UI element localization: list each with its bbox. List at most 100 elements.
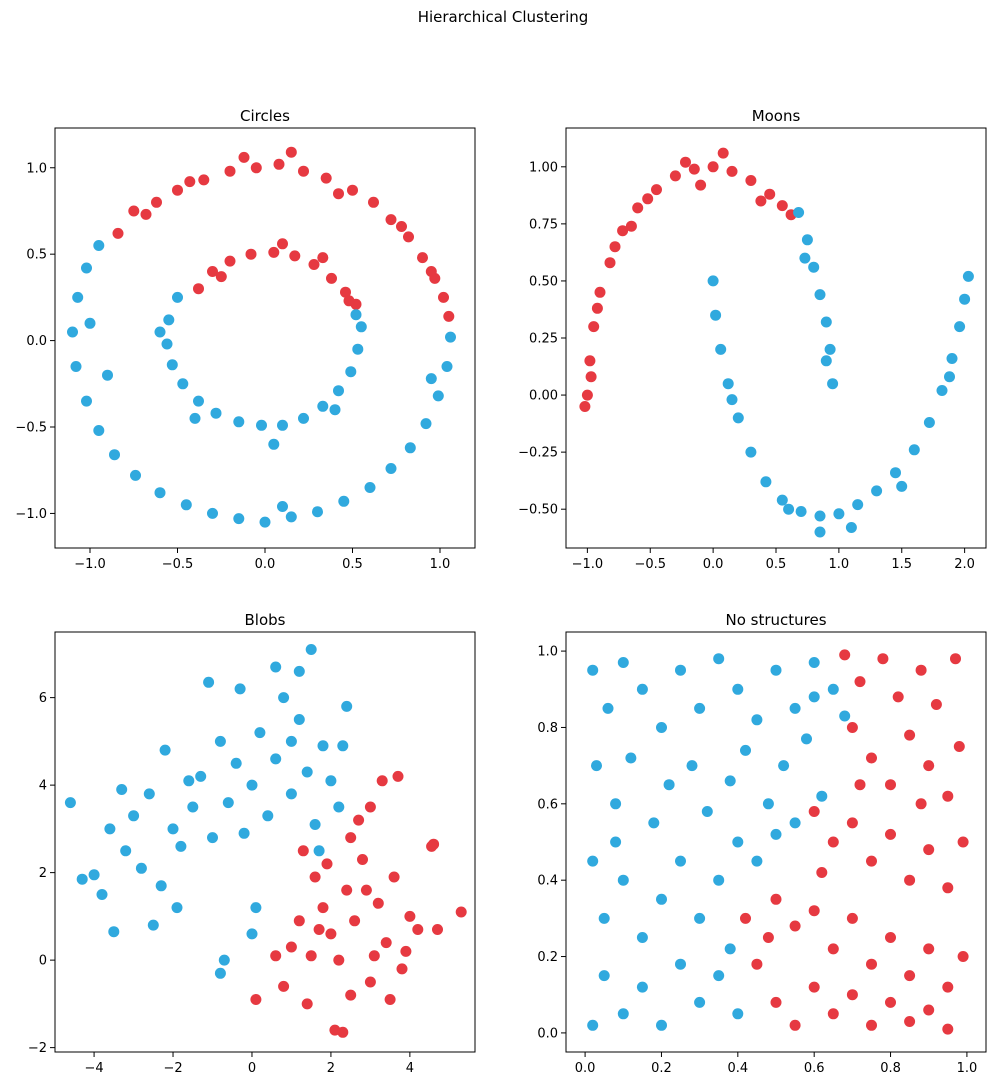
scatter-point-series-2 [771, 997, 782, 1008]
y-tick-label: 0.0 [537, 1026, 558, 1041]
scatter-point-series-2 [815, 289, 826, 300]
points-group [579, 148, 974, 538]
scatter-point-series-2 [885, 997, 896, 1008]
figure-title: Hierarchical Clustering [418, 8, 589, 26]
axes-frame [566, 632, 986, 1052]
scatter-point-series-2 [81, 263, 92, 274]
scatter-point-series-1 [816, 791, 827, 802]
x-tick-label: −1.0 [572, 557, 604, 572]
scatter-point-series-2 [81, 396, 92, 407]
scatter-point-series-2 [751, 959, 762, 970]
scatter-point-series-1 [632, 202, 643, 213]
scatter-point-series-2 [426, 373, 437, 384]
scatter-point-series-2 [341, 885, 352, 896]
scatter-point-series-2 [456, 907, 467, 918]
scatter-point-series-2 [361, 885, 372, 896]
scatter-point-series-1 [694, 703, 705, 714]
scatter-point-series-1 [274, 159, 285, 170]
scatter-point-series-2 [400, 946, 411, 957]
y-tick-label: −0.25 [518, 446, 558, 461]
subplot-title: Moons [752, 107, 801, 125]
scatter-point-series-2 [286, 511, 297, 522]
scatter-point-series-2 [294, 915, 305, 926]
points-group [67, 147, 456, 528]
scatter-point-series-1 [268, 247, 279, 258]
y-tick-label: 6 [39, 691, 47, 706]
scatter-point-series-2 [298, 845, 309, 856]
scatter-point-series-1 [195, 771, 206, 782]
scatter-point-series-2 [373, 898, 384, 909]
scatter-point-series-2 [924, 417, 935, 428]
scatter-point-series-2 [816, 867, 827, 878]
scatter-point-series-2 [723, 378, 734, 389]
y-tick-label: 0.50 [529, 274, 558, 289]
scatter-point-series-1 [599, 913, 610, 924]
scatter-point-series-2 [286, 942, 297, 953]
x-tick-label: 0.0 [575, 1061, 596, 1076]
scatter-point-series-1 [618, 657, 629, 668]
scatter-point-series-1 [689, 164, 700, 175]
scatter-point-series-1 [592, 303, 603, 314]
scatter-point-series-1 [771, 665, 782, 676]
scatter-point-series-2 [893, 691, 904, 702]
subplot-title: No structures [725, 611, 826, 629]
x-tick-label: 2.0 [954, 557, 975, 572]
scatter-point-series-1 [656, 1020, 667, 1031]
scatter-point-series-2 [904, 875, 915, 886]
scatter-point-series-1 [246, 249, 257, 260]
scatter-point-series-2 [937, 385, 948, 396]
scatter-point-series-1 [270, 662, 281, 673]
scatter-point-series-2 [345, 990, 356, 1001]
scatter-point-series-1 [294, 714, 305, 725]
scatter-point-series-2 [317, 401, 328, 412]
scatter-point-series-2 [190, 413, 201, 424]
scatter-point-series-2 [109, 449, 120, 460]
scatter-point-series-1 [587, 1020, 598, 1031]
scatter-point-series-1 [626, 221, 637, 232]
subplot-title: Blobs [245, 611, 286, 629]
scatter-point-series-1 [809, 657, 820, 668]
scatter-point-series-2 [365, 482, 376, 493]
scatter-point-series-1 [642, 193, 653, 204]
scatter-point-series-1 [670, 170, 681, 181]
scatter-point-series-1 [314, 845, 325, 856]
scatter-point-series-2 [923, 844, 934, 855]
scatter-point-series-2 [333, 385, 344, 396]
y-tick-label: 2 [39, 866, 47, 881]
scatter-point-series-2 [958, 951, 969, 962]
scatter-point-series-1 [680, 157, 691, 168]
scatter-point-series-2 [102, 370, 113, 381]
scatter-point-series-1 [839, 711, 850, 722]
scatter-point-series-2 [377, 775, 388, 786]
y-tick-label: 0.0 [26, 334, 47, 349]
y-tick-label: −0.50 [518, 503, 558, 518]
scatter-point-series-1 [675, 959, 686, 970]
y-tick-label: 1.0 [26, 161, 47, 176]
scatter-point-series-1 [751, 714, 762, 725]
scatter-point-series-2 [815, 511, 826, 522]
scatter-point-series-1 [289, 250, 300, 261]
scatter-point-series-2 [847, 817, 858, 828]
scatter-point-series-2 [67, 327, 78, 338]
scatter-point-series-1 [239, 828, 250, 839]
scatter-point-series-2 [365, 802, 376, 813]
scatter-point-series-1 [656, 894, 667, 905]
scatter-point-series-1 [732, 837, 743, 848]
scatter-point-series-2 [958, 837, 969, 848]
scatter-point-series-1 [108, 926, 119, 937]
subplot-title: Circles [240, 107, 290, 125]
y-tick-label: 0.75 [529, 217, 558, 232]
scatter-point-series-1 [219, 955, 230, 966]
scatter-point-series-1 [148, 920, 159, 931]
scatter-point-series-2 [825, 344, 836, 355]
scatter-point-series-2 [345, 366, 356, 377]
y-tick-label: 1.0 [537, 645, 558, 660]
scatter-point-series-2 [710, 310, 721, 321]
scatter-point-series-2 [727, 394, 738, 405]
scatter-point-series-2 [740, 913, 751, 924]
scatter-point-series-2 [745, 447, 756, 458]
x-tick-label: 0.4 [727, 1061, 748, 1076]
scatter-point-series-2 [796, 506, 807, 517]
scatter-point-series-1 [247, 780, 258, 791]
scatter-point-series-2 [847, 913, 858, 924]
